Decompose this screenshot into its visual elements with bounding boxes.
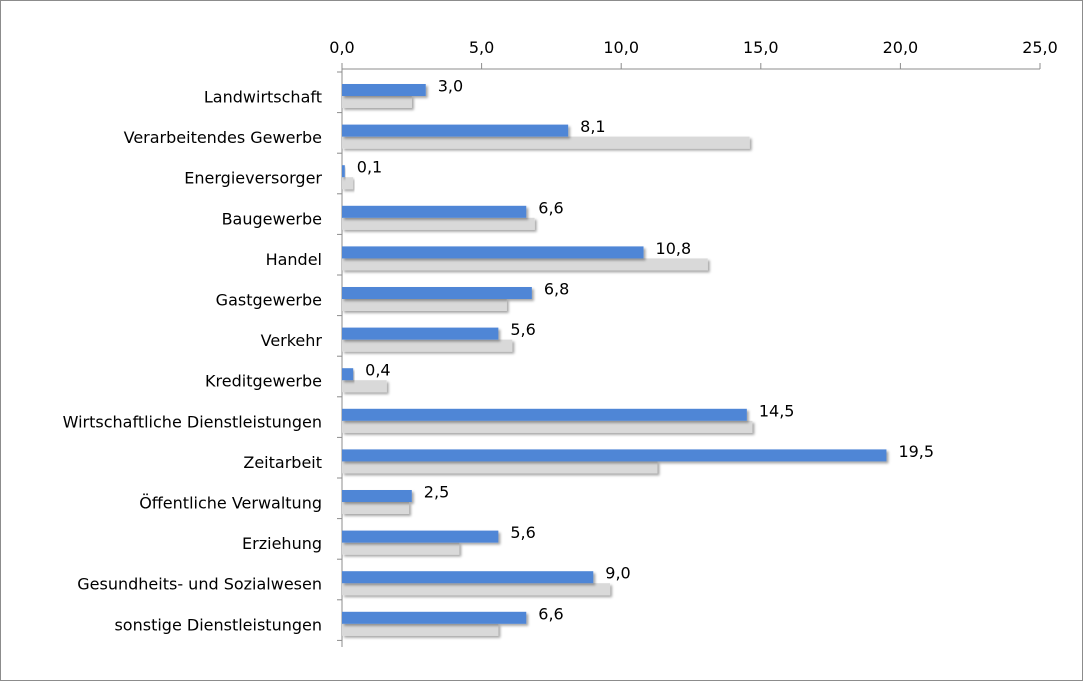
bar-series-2 bbox=[342, 177, 354, 190]
data-label: 3,0 bbox=[438, 77, 463, 96]
category-label: Verkehr bbox=[261, 331, 323, 350]
category-label: Öffentliche Verwaltung bbox=[139, 494, 322, 513]
category-label: Erziehung bbox=[242, 534, 322, 553]
category-label: Gastgewerbe bbox=[216, 291, 322, 310]
bar-series-2 bbox=[342, 380, 387, 393]
data-label: 0,1 bbox=[357, 158, 382, 177]
category-label: Kreditgewerbe bbox=[205, 372, 322, 391]
data-label: 5,6 bbox=[510, 523, 535, 542]
bar-series-2 bbox=[342, 461, 658, 474]
bar-series-2 bbox=[342, 136, 750, 149]
bar-series-2 bbox=[342, 299, 507, 311]
bar-series-1 bbox=[342, 611, 527, 624]
x-tick-label: 25,0 bbox=[1022, 38, 1058, 57]
bar-series-1 bbox=[342, 490, 412, 502]
category-label: Baugewerbe bbox=[222, 209, 322, 228]
bar-series-2 bbox=[342, 502, 410, 514]
data-label: 9,0 bbox=[605, 564, 630, 583]
bar-series-1 bbox=[342, 124, 569, 137]
bar-series-1 bbox=[342, 287, 532, 299]
bar-series-2 bbox=[342, 542, 460, 555]
bar-series-1 bbox=[342, 165, 345, 178]
axis-layer bbox=[337, 63, 1041, 647]
bar-series-2 bbox=[342, 623, 499, 636]
bar-series-1 bbox=[342, 84, 426, 96]
category-label: Gesundheits- und Sozialwesen bbox=[77, 575, 322, 594]
bar-series-1 bbox=[342, 327, 499, 340]
category-label: Handel bbox=[266, 250, 322, 269]
bar-layer bbox=[342, 84, 887, 636]
data-label: 6,8 bbox=[544, 280, 569, 299]
x-tick-label: 15,0 bbox=[743, 38, 779, 57]
x-tick-label: 20,0 bbox=[883, 38, 919, 57]
bar-series-2 bbox=[342, 583, 611, 596]
bar-series-1 bbox=[342, 246, 644, 259]
bar-series-1 bbox=[342, 571, 594, 584]
bar-series-1 bbox=[342, 368, 354, 381]
bar-series-2 bbox=[342, 420, 753, 433]
bar-series-2 bbox=[342, 339, 513, 352]
category-label: Energieversorger bbox=[184, 169, 322, 188]
data-label: 14,5 bbox=[759, 401, 795, 420]
data-label: 6,6 bbox=[538, 198, 563, 217]
data-label: 19,5 bbox=[898, 442, 934, 461]
data-label: 2,5 bbox=[424, 483, 449, 502]
bar-series-1 bbox=[342, 530, 499, 543]
data-label: 5,6 bbox=[510, 320, 535, 339]
category-label: Landwirtschaft bbox=[204, 88, 322, 107]
bar-series-1 bbox=[342, 408, 747, 421]
data-label: 8,1 bbox=[580, 117, 605, 136]
data-label: 6,6 bbox=[538, 604, 563, 623]
bar-series-1 bbox=[342, 205, 527, 218]
data-label: 0,4 bbox=[365, 361, 390, 380]
bar-series-1 bbox=[342, 449, 887, 462]
x-tick-label: 5,0 bbox=[469, 38, 494, 57]
data-label: 10,8 bbox=[656, 239, 692, 258]
bar-series-2 bbox=[342, 258, 708, 271]
category-label: Zeitarbeit bbox=[243, 453, 322, 472]
category-label: Verarbeitendes Gewerbe bbox=[124, 128, 322, 147]
x-tick-label: 10,0 bbox=[603, 38, 639, 57]
category-label: Wirtschaftliche Dienstleistungen bbox=[63, 412, 322, 431]
bar-series-2 bbox=[342, 217, 535, 230]
label-layer: 0,0 5,0 10,0 15,0 20,0 25,0 Landwirtschaft 3,0 V… bbox=[63, 38, 1058, 634]
category-label: sonstige Dienstleistungen bbox=[114, 615, 322, 634]
x-tick-label: 0,0 bbox=[329, 38, 354, 57]
bar-series-2 bbox=[342, 96, 412, 108]
